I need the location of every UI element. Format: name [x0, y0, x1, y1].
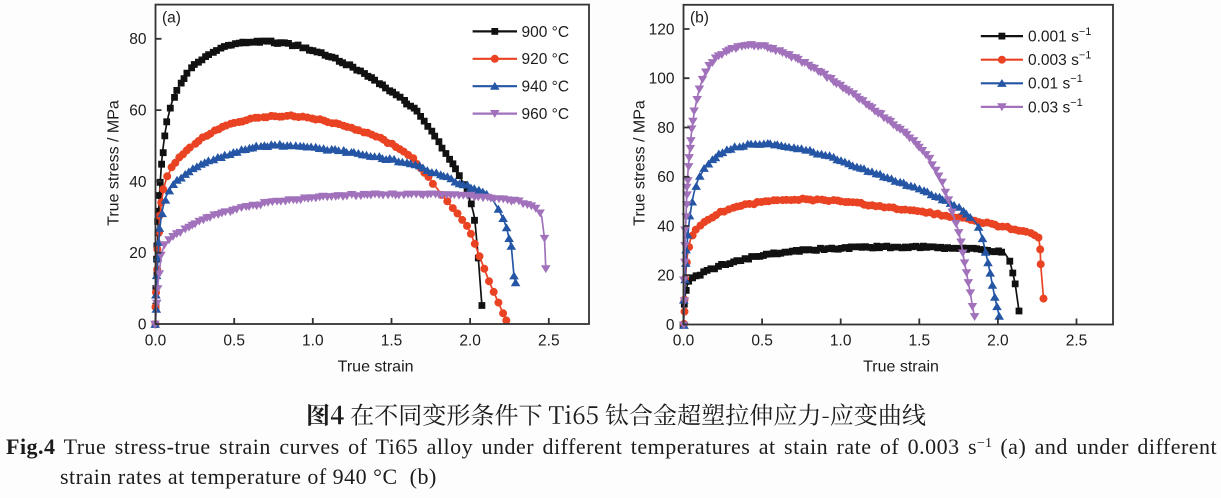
- svg-text:80: 80: [129, 31, 147, 48]
- svg-text:0.01 s−1: 0.01 s−1: [1028, 73, 1083, 93]
- svg-text:80: 80: [657, 120, 675, 137]
- svg-text:0.5: 0.5: [223, 332, 245, 349]
- svg-text:960 °C: 960 °C: [522, 106, 570, 123]
- svg-text:1.5: 1.5: [381, 332, 403, 349]
- svg-text:2.5: 2.5: [1066, 332, 1088, 349]
- svg-text:2.5: 2.5: [538, 332, 560, 349]
- svg-text:0.03 s−1: 0.03 s−1: [1028, 97, 1083, 117]
- svg-text:20: 20: [657, 268, 675, 285]
- svg-text:(a): (a): [162, 10, 181, 27]
- svg-text:True stress / MPa: True stress / MPa: [106, 100, 123, 226]
- svg-text:True strain: True strain: [338, 359, 414, 376]
- svg-text:40: 40: [657, 218, 675, 235]
- svg-text:0.0: 0.0: [673, 332, 695, 349]
- svg-text:(b): (b): [690, 10, 709, 27]
- svg-text:0: 0: [666, 317, 675, 334]
- svg-text:900 °C: 900 °C: [522, 24, 570, 41]
- svg-text:60: 60: [657, 169, 675, 186]
- svg-text:0.0: 0.0: [145, 332, 167, 349]
- svg-text:True strain: True strain: [863, 359, 939, 376]
- svg-text:940 °C: 940 °C: [522, 79, 570, 96]
- svg-text:100: 100: [649, 71, 675, 88]
- svg-text:True stress / MPa: True stress / MPa: [632, 100, 649, 226]
- svg-text:1.0: 1.0: [302, 332, 324, 349]
- svg-text:0.003 s−1: 0.003 s−1: [1028, 50, 1091, 70]
- svg-text:20: 20: [129, 245, 147, 262]
- svg-text:2.0: 2.0: [459, 332, 481, 349]
- svg-text:40: 40: [129, 174, 147, 191]
- svg-text:1.0: 1.0: [830, 332, 852, 349]
- svg-text:920 °C: 920 °C: [522, 51, 570, 68]
- svg-text:0: 0: [138, 316, 147, 333]
- svg-text:0.5: 0.5: [751, 332, 773, 349]
- svg-text:120: 120: [649, 21, 675, 38]
- svg-text:2.0: 2.0: [987, 332, 1009, 349]
- svg-text:1.5: 1.5: [909, 332, 931, 349]
- svg-text:0.001 s−1: 0.001 s−1: [1028, 26, 1091, 46]
- svg-text:60: 60: [129, 103, 147, 120]
